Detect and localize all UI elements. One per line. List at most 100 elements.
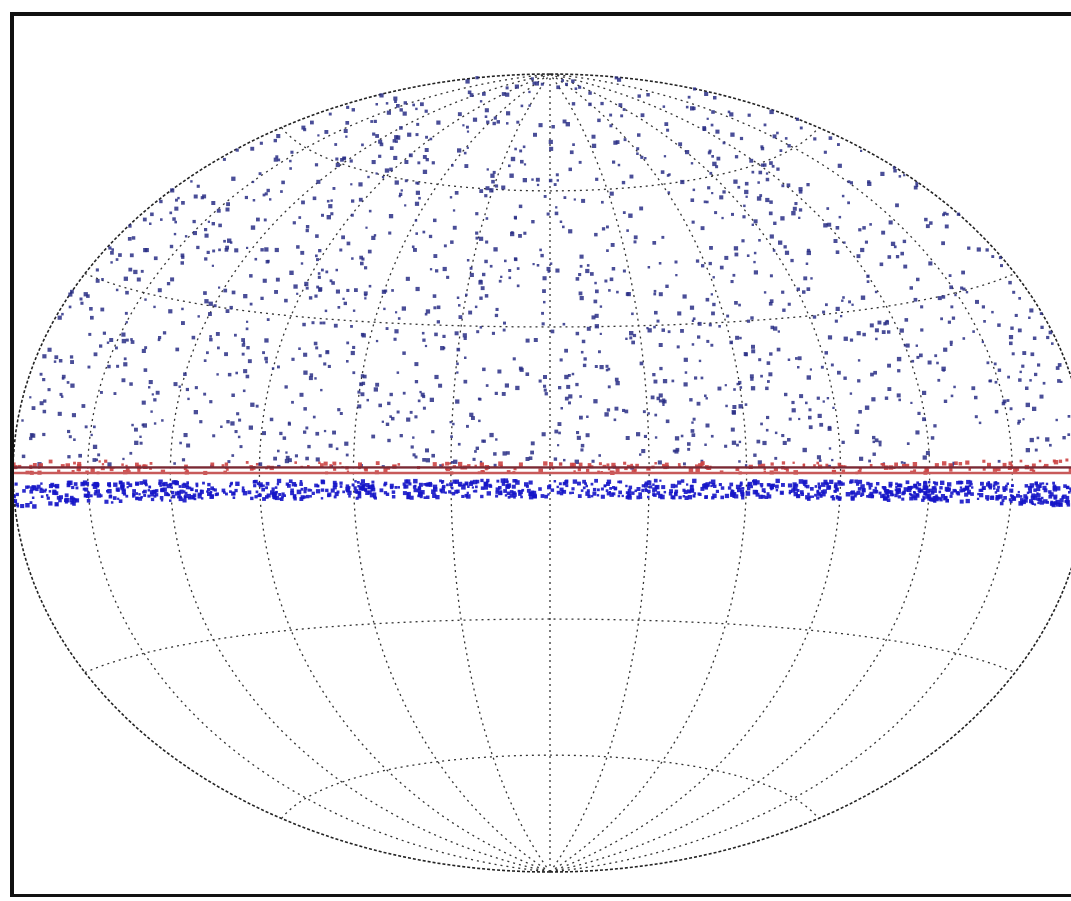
data-point (868, 487, 872, 490)
data-point (522, 178, 527, 183)
data-point (1002, 462, 1007, 467)
data-point (501, 482, 506, 486)
data-point (472, 117, 478, 122)
data-point (687, 442, 691, 446)
data-point (879, 262, 884, 267)
data-point (564, 396, 569, 401)
data-point (949, 285, 953, 290)
data-point (327, 364, 331, 368)
data-point (1058, 459, 1063, 463)
data-point (372, 132, 376, 136)
data-point (614, 76, 618, 80)
data-point (184, 235, 188, 238)
data-point (991, 310, 994, 314)
data-point (704, 394, 707, 398)
data-point (148, 386, 151, 389)
data-point (1029, 308, 1034, 313)
data-point (422, 169, 428, 174)
data-point (587, 494, 591, 499)
data-point (641, 449, 646, 454)
data-point (525, 457, 530, 461)
data-point (381, 289, 386, 294)
data-point (643, 434, 647, 438)
data-point (397, 317, 401, 320)
data-point (987, 462, 991, 467)
data-point (75, 486, 79, 490)
data-point (364, 487, 368, 492)
data-point (711, 192, 714, 195)
data-point (598, 454, 601, 457)
data-point (373, 234, 377, 237)
data-point (357, 485, 360, 488)
data-point (1046, 500, 1049, 504)
data-point (20, 504, 25, 509)
data-point (223, 288, 228, 293)
data-point (944, 495, 948, 500)
data-point (708, 149, 712, 153)
data-point (516, 284, 520, 288)
data-point (1053, 460, 1059, 465)
data-point (396, 410, 400, 414)
data-point (773, 326, 778, 331)
data-point (715, 165, 719, 169)
data-point (1007, 375, 1010, 379)
data-point (826, 207, 830, 210)
data-point (520, 159, 524, 164)
data-point (795, 117, 799, 121)
data-point (830, 363, 834, 367)
data-point (788, 492, 791, 495)
data-point (463, 379, 468, 384)
data-point (916, 355, 920, 359)
data-point (697, 492, 701, 496)
data-point (972, 330, 975, 333)
data-point (469, 93, 474, 97)
data-point (371, 484, 374, 488)
data-point (422, 155, 427, 159)
data-point (412, 103, 415, 107)
data-point (89, 307, 93, 311)
data-point (698, 463, 703, 468)
data-point (578, 85, 582, 89)
data-point (960, 286, 964, 290)
data-point (568, 394, 573, 399)
data-point (981, 485, 986, 490)
data-point (954, 461, 958, 465)
data-point (383, 307, 386, 311)
data-point (383, 491, 388, 495)
data-point (583, 357, 587, 361)
data-point (878, 443, 882, 447)
data-point (42, 409, 47, 414)
data-point (1067, 433, 1071, 436)
data-point (171, 480, 176, 485)
data-point (646, 480, 652, 485)
data-point (318, 249, 322, 253)
data-point (1049, 502, 1054, 506)
data-point (182, 498, 187, 503)
data-point (121, 489, 126, 495)
data-point (826, 485, 831, 490)
sky-map-chart (14, 73, 1071, 873)
data-point (820, 482, 826, 487)
data-point (361, 381, 366, 386)
data-point (718, 325, 721, 328)
data-point (687, 95, 691, 99)
data-point (230, 481, 233, 485)
data-point (181, 201, 185, 205)
data-point (982, 459, 986, 463)
data-point (441, 480, 445, 483)
data-point (776, 131, 779, 135)
data-point (864, 405, 870, 410)
data-point (452, 209, 456, 212)
data-point (1017, 419, 1021, 423)
data-point (64, 493, 69, 498)
data-point (466, 491, 469, 494)
data-point (339, 481, 343, 485)
data-point (598, 350, 601, 354)
data-point (375, 382, 380, 387)
data-point (531, 220, 535, 224)
data-point (160, 218, 163, 221)
data-point (381, 176, 385, 179)
data-point (579, 296, 584, 301)
data-point (399, 192, 403, 196)
data-point (555, 206, 558, 209)
